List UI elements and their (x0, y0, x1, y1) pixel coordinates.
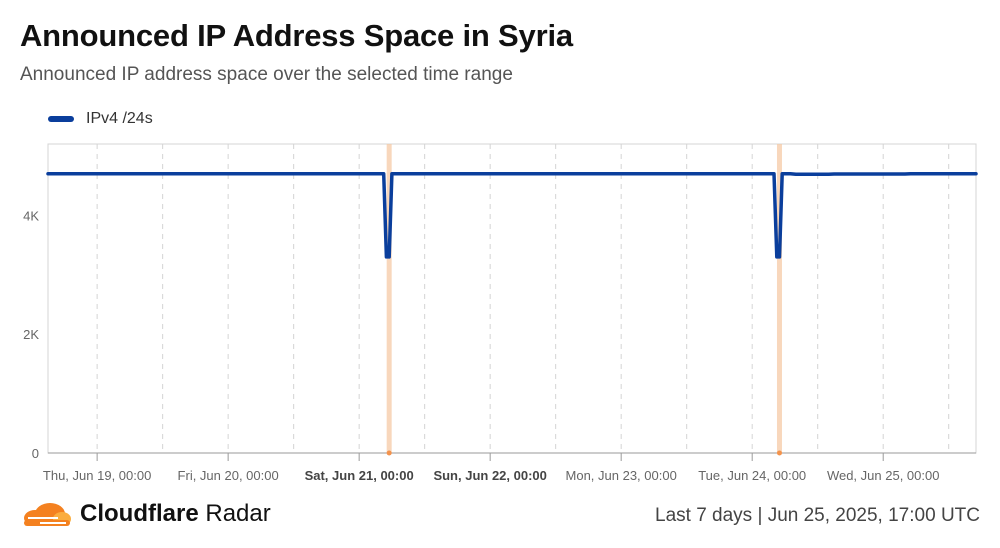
cloudflare-radar-logo[interactable]: Cloudflare Radar (20, 500, 271, 528)
timestamp: Jun 25, 2025, 17:00 UTC (767, 505, 980, 526)
event-marker (776, 450, 782, 456)
y-tick-label: 2K (23, 327, 39, 342)
cloudflare-cloud-icon (24, 503, 71, 526)
x-tick-label: Sat, Jun 21, 00:00 (305, 468, 414, 483)
legend[interactable]: IPv4 /24s (48, 110, 153, 128)
legend-label-ipv4: IPv4 /24s (86, 110, 153, 127)
brand-name-rest: Radar (205, 500, 271, 527)
plot-frame (47, 143, 977, 454)
brand-name: Cloudflare Radar (80, 500, 271, 528)
y-tick-label: 4K (23, 208, 39, 223)
event-marker (386, 450, 392, 456)
event-band (386, 144, 392, 453)
x-tick-label: Fri, Jun 20, 00:00 (178, 468, 279, 483)
x-tick-label: Tue, Jun 24, 00:00 (698, 468, 806, 483)
x-tick-label: Thu, Jun 19, 00:00 (43, 468, 151, 483)
chart-subtitle: Announced IP address space over the sele… (20, 64, 513, 85)
legend-swatch-ipv4 (48, 116, 74, 122)
time-range-info: Last 7 days | Jun 25, 2025, 17:00 UTC (655, 505, 980, 527)
time-range: Last 7 days (655, 505, 753, 526)
x-tick-label: Sun, Jun 22, 00:00 (433, 468, 546, 483)
y-tick-label: 0 (32, 446, 39, 461)
x-tick-label: Wed, Jun 25, 00:00 (827, 468, 940, 483)
separator: | (757, 505, 763, 526)
event-band (776, 144, 782, 453)
x-tick-label: Mon, Jun 23, 00:00 (566, 468, 677, 483)
series-line-ipv4 (46, 171, 978, 259)
brand-name-bold: Cloudflare (80, 500, 199, 527)
chart-title: Announced IP Address Space in Syria (20, 18, 573, 53)
